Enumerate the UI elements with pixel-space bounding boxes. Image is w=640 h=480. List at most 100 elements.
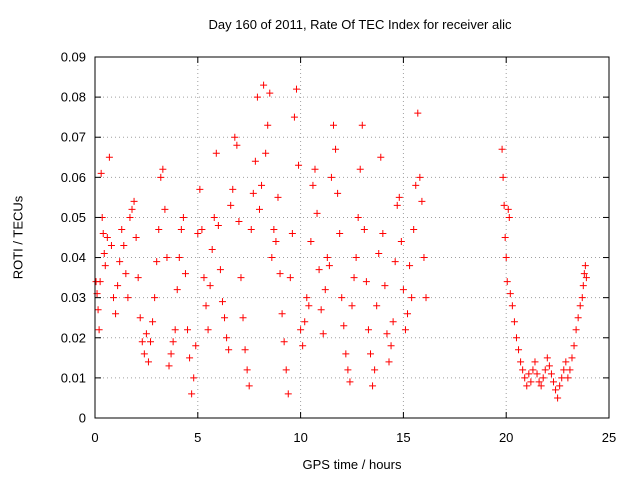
data-point [286,274,294,282]
data-point [517,358,525,366]
data-point [558,374,566,382]
data-point [278,310,286,318]
data-point [167,350,175,358]
data-point [120,242,128,250]
data-point [132,234,140,241]
data-point [527,378,535,386]
data-point [136,314,144,322]
data-point [163,254,171,262]
data-point [311,165,319,173]
data-point [221,314,229,322]
data-point [237,274,245,282]
tick-labels: 0 5 10 15 20 25 0 0.01 0.02 0.03 0.04 0.05 0.06 0.07 0… [61,50,617,446]
data-point [140,350,148,358]
data-point [159,165,167,173]
data-point [142,330,150,338]
data-point [208,246,216,254]
data-point [118,225,126,233]
data-point [354,213,362,221]
data-point [101,262,109,270]
data-point [352,254,360,262]
data-point [410,225,418,233]
data-point [508,302,516,310]
data-point [498,145,506,153]
data-point [255,205,263,213]
data-point [169,338,177,346]
data-point [391,258,399,266]
data-point [95,326,103,334]
data-point [510,318,518,326]
data-point [165,362,173,370]
data-point [315,266,323,274]
data-point [552,386,560,394]
data-point [100,250,108,258]
data-point [501,234,509,241]
data-point [229,185,237,193]
axis-ticks [94,56,610,419]
data-point [506,290,514,298]
data-point [227,201,235,209]
x-tick-label: 10 [293,430,307,445]
data-point [214,221,222,229]
y-tick-label: 0.02 [61,330,86,345]
data-point [525,370,533,378]
data-point [249,189,257,197]
data-point [225,346,233,354]
data-point [284,390,292,398]
data-point [545,362,553,370]
data-point [290,113,298,121]
data-point [270,225,278,233]
data-point [373,302,381,310]
data-point [336,229,344,237]
data-point [383,330,391,338]
data-point [260,81,268,89]
data-point [97,169,105,177]
data-point [297,326,305,334]
grid-lines [95,57,609,418]
data-point [190,374,198,382]
data-point [268,254,276,262]
x-tick-label: 0 [91,430,98,445]
data-point [321,286,329,294]
data-point [554,394,562,402]
data-point [537,382,545,390]
data-point [399,286,407,294]
data-point [303,294,311,302]
plot-border [94,56,610,419]
data-point [155,225,163,233]
data-point [175,254,183,262]
data-point [210,213,218,221]
data-point [198,225,206,233]
data-point [128,205,136,213]
data-point [566,366,574,374]
data-point [364,326,372,334]
data-point [280,338,288,346]
data-point [338,294,346,302]
data-point [535,378,543,386]
data-point [549,378,557,386]
x-tick-label: 15 [396,430,410,445]
data-point [157,173,165,181]
data-point [387,342,395,350]
data-point [416,173,424,181]
data-point [307,238,315,246]
data-point [114,282,122,290]
data-point [274,193,282,201]
data-point [325,262,333,270]
data-point [572,326,580,334]
data-point [574,314,582,322]
data-point [186,354,194,362]
data-point [504,205,512,213]
data-point [420,254,428,262]
data-point [241,346,249,354]
data-point [196,185,204,193]
data-point [377,153,385,161]
data-point [323,254,331,262]
data-point [313,209,321,217]
data-point [356,165,364,173]
data-point [568,354,576,362]
data-point [235,217,243,225]
data-point [578,294,586,302]
data-point [245,382,253,390]
data-point [515,346,523,354]
